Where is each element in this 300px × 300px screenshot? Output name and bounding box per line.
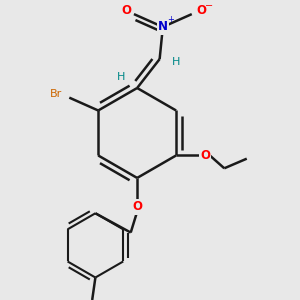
Text: O: O [200, 149, 210, 162]
Text: Br: Br [50, 89, 63, 99]
Text: O: O [121, 4, 131, 17]
Text: H: H [117, 72, 125, 82]
Text: O: O [132, 200, 142, 213]
Text: N: N [158, 20, 168, 34]
Text: +: + [167, 15, 174, 24]
Text: O: O [196, 4, 206, 17]
Text: H: H [172, 57, 180, 67]
Text: −: − [206, 1, 214, 11]
